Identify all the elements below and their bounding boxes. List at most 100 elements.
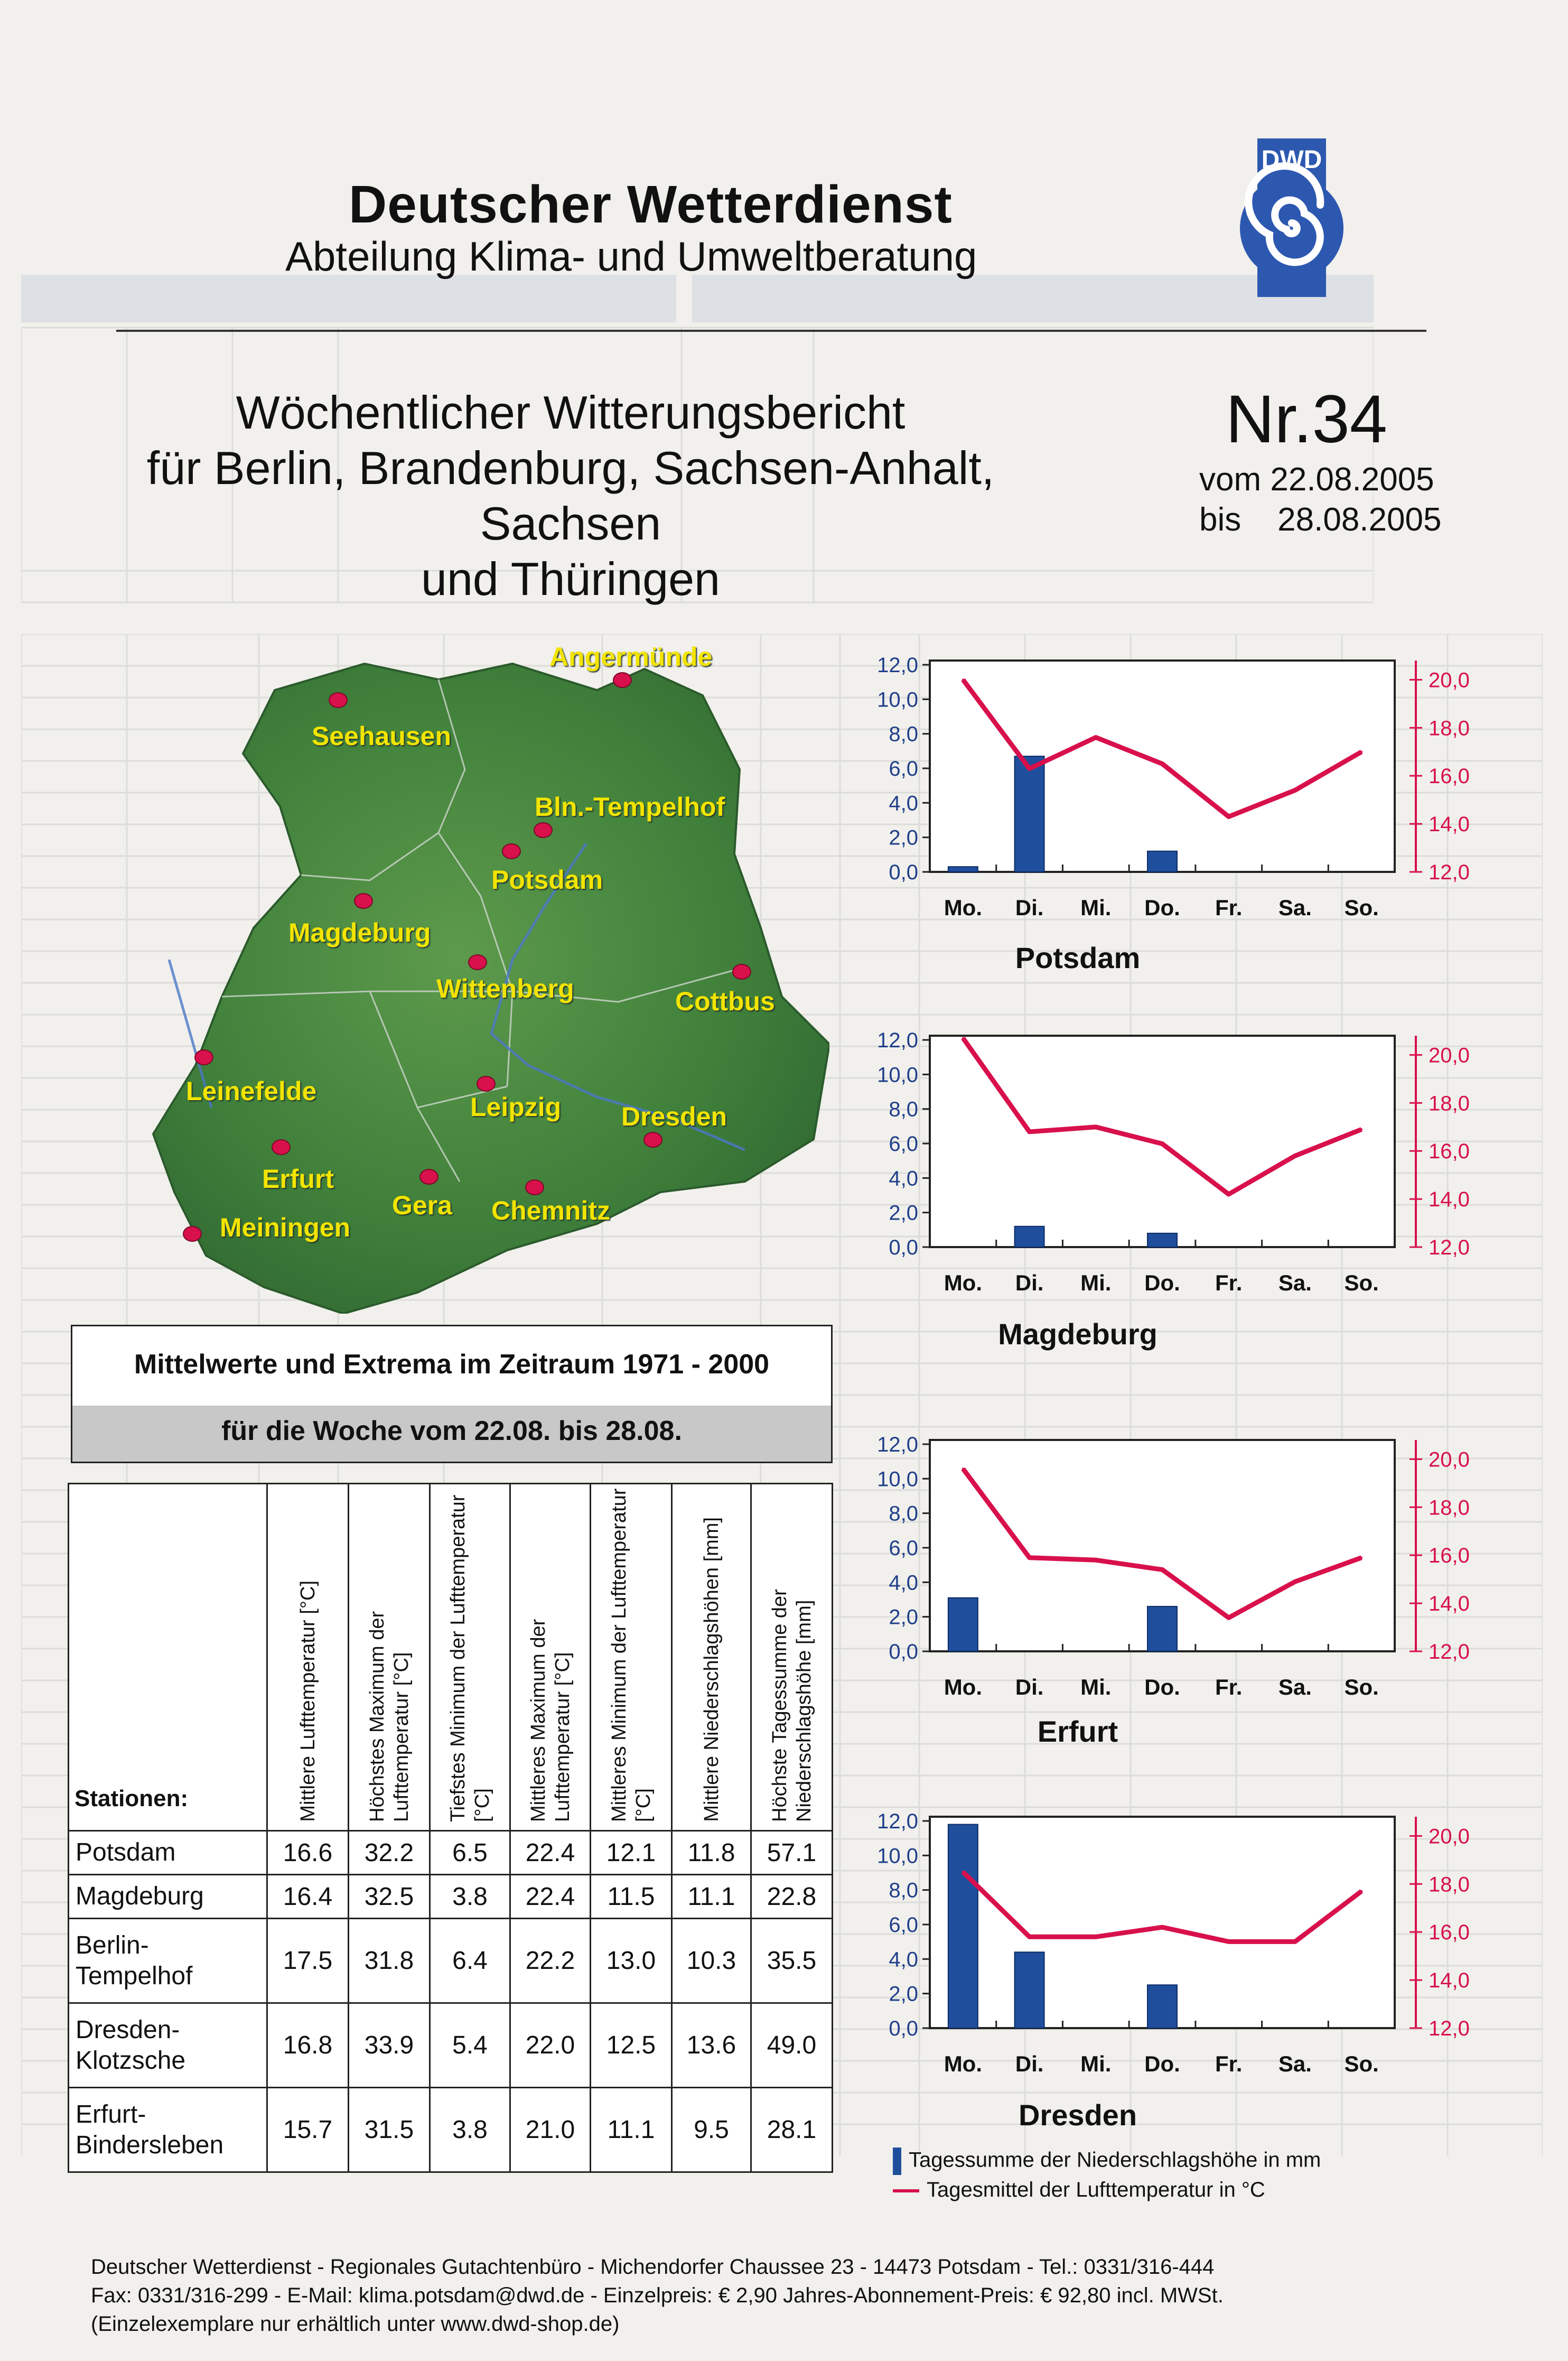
left-tick-label: 10,0: [877, 1063, 918, 1086]
map-label-leinefelde: Leinefelde: [186, 1076, 317, 1106]
table-cell: 11.1: [671, 1874, 752, 1920]
column-header: Mittleres Maximum der Lufttemperatur [°C…: [509, 1483, 591, 1832]
table-cell: 9.5: [671, 2087, 752, 2173]
table-cell: 22.4: [509, 1874, 591, 1920]
left-tick-label: 4,0: [889, 1167, 918, 1190]
table-cell: 12.1: [590, 1829, 673, 1876]
temperature-point: [1095, 736, 1097, 739]
dept-subtitle: Abteilung Klima- und Umweltberatung: [285, 233, 977, 280]
table-cell: 22.0: [509, 2002, 591, 2089]
footer-note: (Einzelexemplare nur erhältlich unter ww…: [91, 2312, 620, 2336]
means-title: Mittelwerte und Extrema im Zeitraum 1971…: [134, 1349, 770, 1380]
chart-magdeburg: 0,0 2,0 4,0 6,0 8,0 10,0 12,0 12,0 14,0 16,0 18,0 2…: [877, 1029, 1470, 1295]
table-cell: 22.4: [509, 1829, 591, 1876]
temperature-point: [1227, 1193, 1230, 1195]
footer-contact: Fax: 0331/316-299 - E-Mail: klima.potsda…: [91, 2284, 1224, 2307]
table-cell: 49.0: [750, 2002, 833, 2089]
precip-bar: [1147, 1984, 1178, 2029]
right-tick-label: 20,0: [1429, 668, 1470, 692]
precip-bar: [1147, 1606, 1178, 1652]
left-tick-label: 2,0: [889, 826, 918, 850]
map-dot-potsdam: [502, 843, 521, 859]
temperature-point: [1028, 1936, 1031, 1938]
table-cell: 13.6: [671, 2002, 752, 2089]
category-label: Sa.: [1278, 1675, 1312, 1699]
station-header: Stationen:: [68, 1483, 268, 1832]
station-name: Potsdam: [68, 1829, 268, 1876]
left-tick-label: 12,0: [877, 1029, 918, 1052]
temperature-point: [1360, 750, 1363, 753]
chart-title: Potsdam: [1015, 941, 1141, 974]
table-cell: 3.8: [429, 2087, 511, 2173]
temperature-point: [1028, 767, 1031, 770]
table-row: Erfurt- Bindersleben 15.7 31.5 3.8 21.0 11.1 9…: [68, 2087, 833, 2173]
table-cell: 32.2: [348, 1829, 431, 1876]
chart-title: Magdeburg: [998, 1317, 1158, 1351]
right-tick-label: 12,0: [1429, 2017, 1470, 2040]
right-tick-label: 12,0: [1429, 1640, 1470, 1663]
table-cell: 22.2: [509, 1918, 591, 2004]
category-label: So.: [1344, 1270, 1378, 1295]
temperature-point: [1227, 1616, 1230, 1619]
category-label: Mi.: [1080, 895, 1111, 920]
right-tick-label: 18,0: [1429, 1496, 1470, 1519]
left-tick-label: 8,0: [889, 723, 918, 746]
footer-address: Deutscher Wetterdienst - Regionales Guta…: [91, 2255, 1215, 2279]
temperature-point: [1227, 815, 1230, 818]
map-label-gera: Gera: [392, 1191, 452, 1220]
temperature-point: [1028, 1130, 1031, 1133]
left-tick-label: 8,0: [889, 1879, 918, 1902]
station-name: Berlin- Tempelhof: [68, 1918, 268, 2004]
left-tick-label: 4,0: [889, 1571, 918, 1594]
climate-stats-table: Stationen: Mittlere Lufttemperatur [°C] …: [68, 1483, 833, 2173]
temperature-point: [1360, 1556, 1363, 1559]
header-divider: [116, 330, 1426, 332]
table-cell: 31.5: [348, 2087, 431, 2173]
temperature-point: [1161, 1568, 1163, 1571]
report-title-line: für Berlin, Brandenburg, Sachsen-Anhalt,…: [146, 442, 995, 550]
right-tick-label: 16,0: [1429, 1921, 1470, 1944]
plot-area: [929, 1035, 1396, 1248]
category-label: Fr.: [1215, 1675, 1242, 1699]
table-cell: 12.5: [590, 2002, 673, 2089]
category-label: So.: [1344, 2051, 1378, 2076]
map-label-chemnitz: Chemnitz: [491, 1196, 610, 1225]
map-label-wittenberg: Wittenberg: [436, 974, 574, 1003]
category-label: Do.: [1144, 1675, 1180, 1699]
chart-potsdam: 0,0 2,0 4,0 6,0 8,0 10,0 12,0 12,0 14,0 16,0 18,0 2…: [877, 654, 1470, 920]
category-label: Fr.: [1215, 895, 1242, 920]
chart-erfurt: 0,0 2,0 4,0 6,0 8,0 10,0 12,0 12,0 14,0 16,0 18,0 2…: [877, 1433, 1470, 1699]
map-label-potsdam: Potsdam: [491, 865, 603, 895]
temperature-point: [962, 1467, 964, 1470]
right-tick-label: 14,0: [1429, 1188, 1470, 1211]
map-dot-wittenberg: [468, 954, 487, 970]
left-tick-label: 10,0: [877, 1467, 918, 1491]
map-label-meiningen: Meiningen: [220, 1213, 351, 1242]
legend-bar-swatch: [893, 2148, 901, 2175]
means-heading-box: Mittelwerte und Extrema im Zeitraum 1971…: [71, 1325, 833, 1463]
precip-bar: [1014, 756, 1045, 872]
table-cell: 57.1: [750, 1829, 833, 1876]
temperature-point: [1294, 1155, 1296, 1157]
temperature-point: [962, 1871, 964, 1873]
left-tick-label: 12,0: [877, 1433, 918, 1456]
left-tick-label: 2,0: [889, 1606, 918, 1629]
date-to: bis 28.08.2005: [1199, 501, 1442, 538]
left-tick-label: 0,0: [889, 1640, 918, 1663]
table-cell: 3.8: [429, 1874, 511, 1920]
map-dot-cottbus: [732, 964, 751, 980]
map-dot-seehausen: [329, 692, 348, 708]
left-tick-label: 6,0: [889, 1537, 918, 1560]
left-tick-label: 4,0: [889, 792, 918, 815]
left-tick-label: 10,0: [877, 1844, 918, 1867]
report-number: Nr.34: [1226, 382, 1387, 457]
map-dot-dresden: [643, 1132, 662, 1148]
category-label: Mo.: [944, 2051, 982, 2076]
precip-bar: [947, 1597, 978, 1652]
precip-bar: [1147, 850, 1178, 872]
legend-precip: Tagessumme der Niederschlagshöhe in mm: [893, 2148, 1321, 2175]
precip-bar: [1014, 1225, 1045, 1248]
right-tick-label: 20,0: [1429, 1825, 1470, 1848]
left-tick-label: 0,0: [889, 861, 918, 884]
column-header: Mittleres Minimum der Lufttemperatur [°C…: [590, 1483, 673, 1832]
